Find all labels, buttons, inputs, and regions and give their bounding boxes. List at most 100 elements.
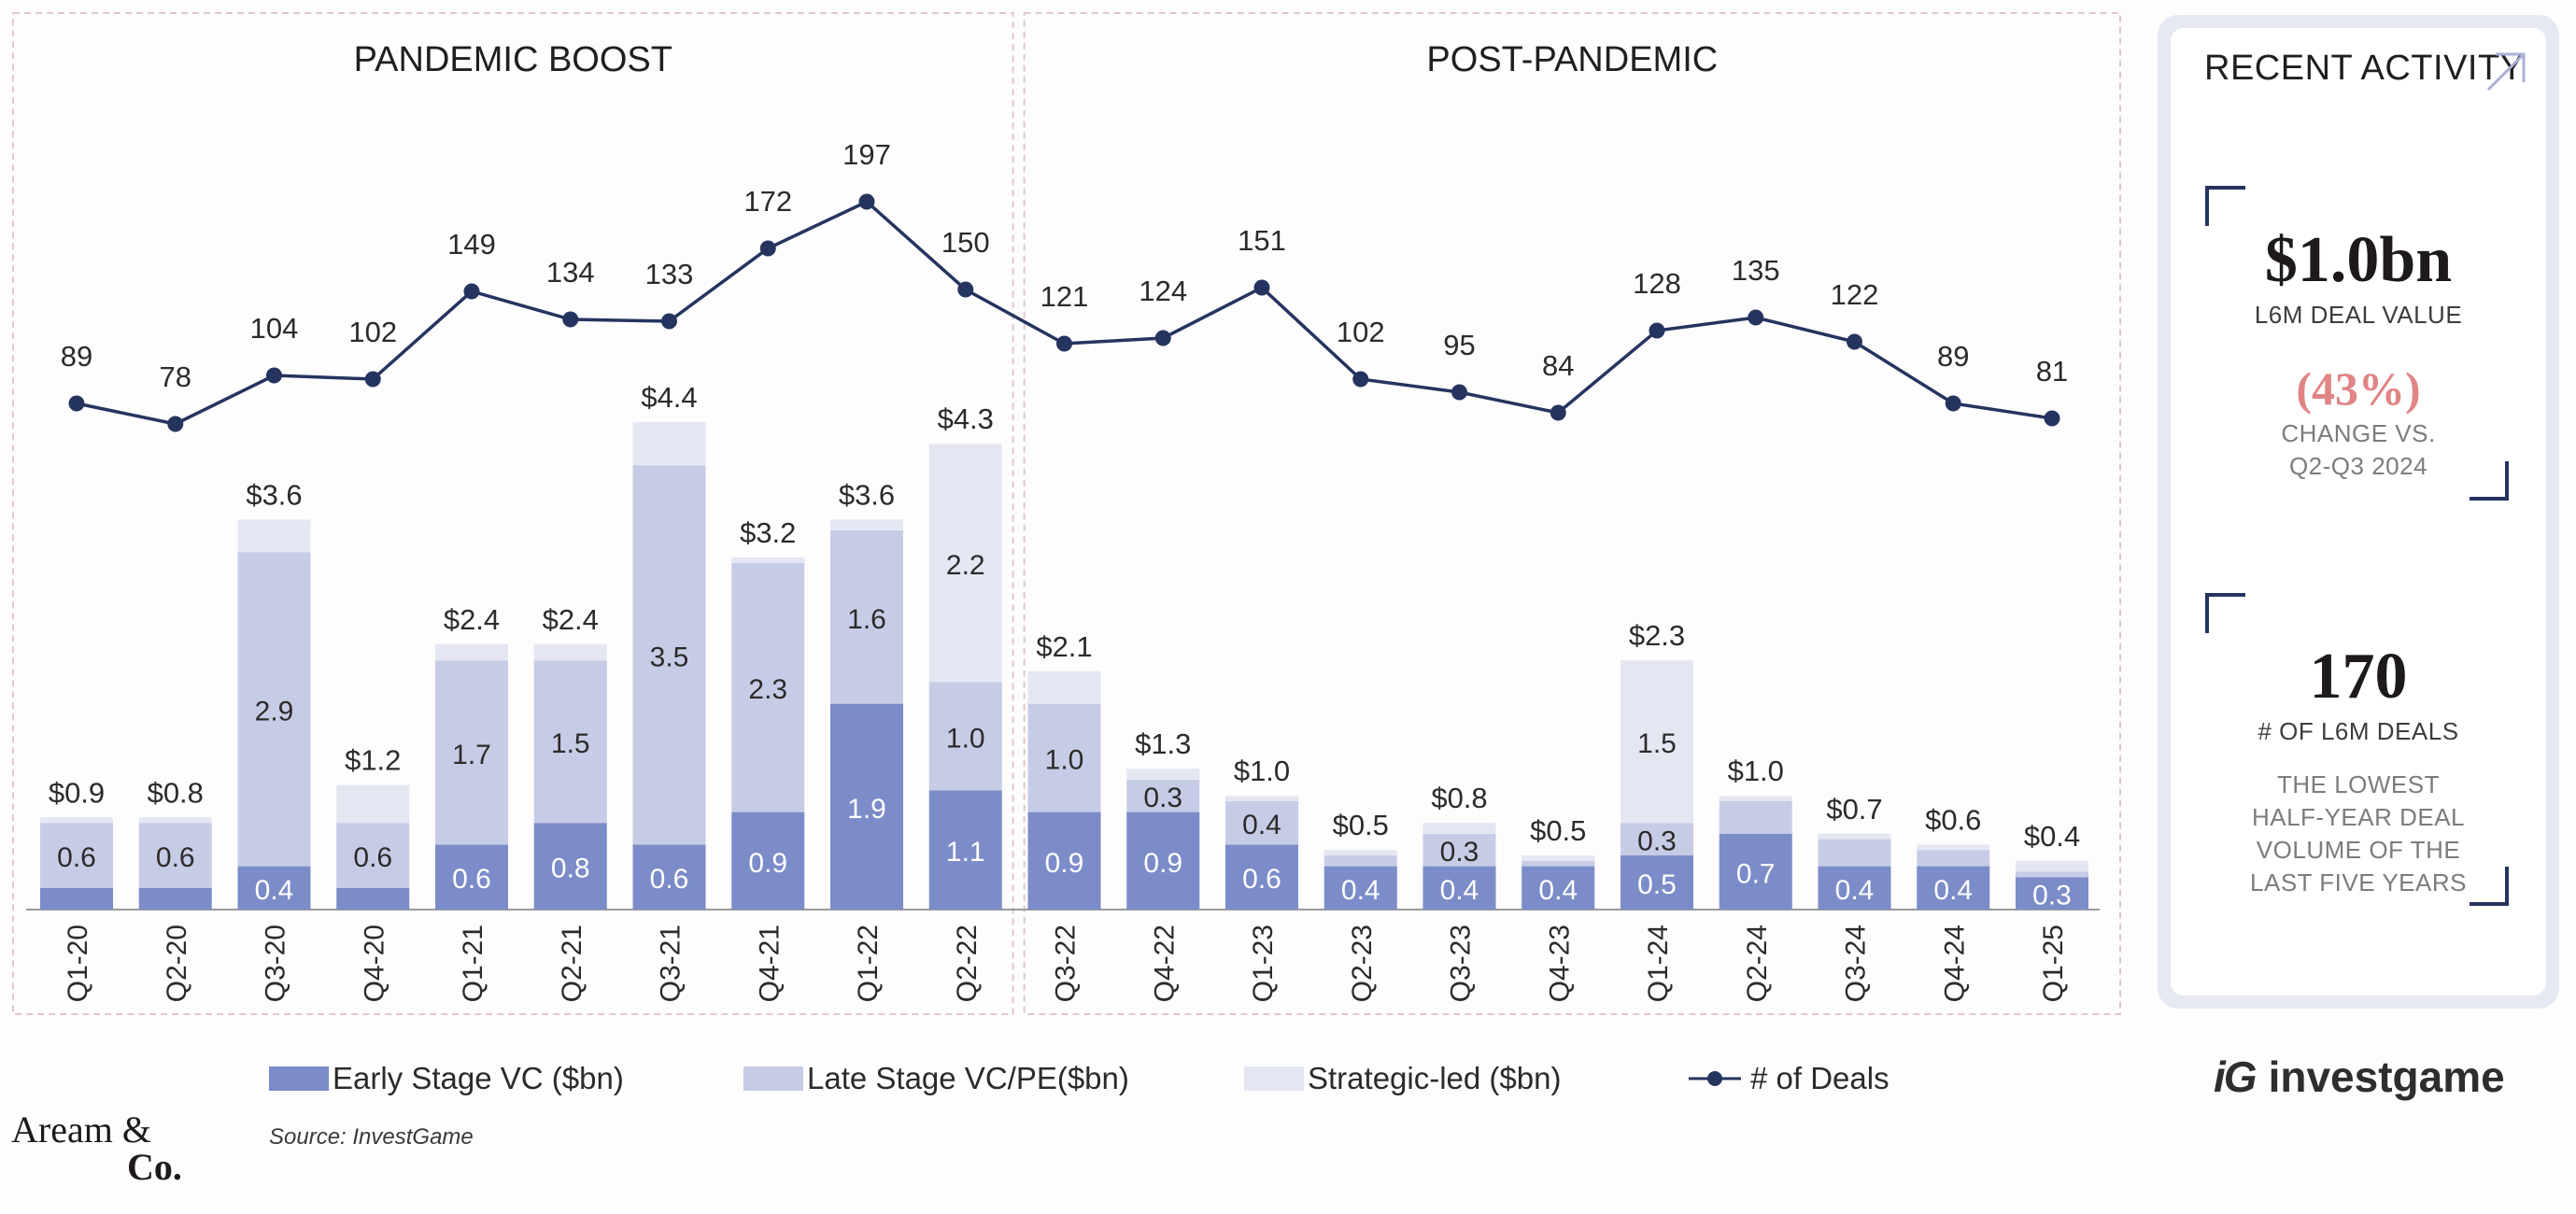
bar-segment-label: 0.6 [452, 864, 491, 895]
change-value: (43%) [2296, 362, 2421, 415]
bar-segment-label: 0.4 [1835, 875, 1875, 906]
deals-line-point [661, 313, 677, 330]
bar-segment-label: 1.9 [847, 794, 886, 825]
recent-activity-panel: RECENT ACTIVITY $1.0bn L6M DEAL VALUE (4… [2158, 15, 2559, 1009]
bar-segment-early-stage [138, 887, 212, 910]
bar-segment-early-stage [1621, 855, 1693, 910]
bar-segment-label: 0.4 [1538, 875, 1578, 906]
deals-line-point [364, 371, 381, 388]
legend-label-strategic: Strategic-led ($bn) [1308, 1061, 1562, 1095]
x-tick-label: Q2-20 [162, 925, 192, 1002]
deals-line-label: 121 [1040, 280, 1089, 313]
bar-segment-label: 0.6 [650, 864, 689, 895]
x-tick-label: Q3-23 [1446, 925, 1477, 1002]
bar-total-label: $0.8 [1431, 782, 1487, 814]
note-line4: LAST FIVE YEARS [2250, 868, 2467, 896]
deals-line-point [1056, 335, 1072, 352]
x-tick-label: Q1-20 [63, 925, 93, 1002]
section-box-post-pandemic [1023, 12, 2121, 1015]
bar-segment-early-stage [1027, 812, 1101, 910]
x-tick-label: Q3-21 [656, 925, 686, 1002]
deals-line-label: 95 [1443, 329, 1475, 361]
aream-logo: Aream & Co. [11, 1111, 182, 1186]
bar-segment-strategic [138, 817, 212, 824]
x-tick-label: Q1-25 [2038, 925, 2069, 1002]
deals-line-point [463, 283, 480, 300]
bar-segment-label: 0.9 [1143, 848, 1182, 879]
arrow-up-right-icon[interactable] [2483, 47, 2531, 95]
bar-segment-strategic [435, 643, 508, 661]
bar-segment-label: 0.3 [1637, 826, 1677, 857]
bar-segment-early-stage [1818, 866, 1891, 910]
corner-bracket-icon [2205, 186, 2245, 226]
bar-segment-late-stage [1126, 779, 1200, 812]
bar-segment-label: 1.0 [946, 723, 985, 754]
bar-segment-strategic [1027, 671, 1101, 704]
deals-line-point [2044, 410, 2060, 427]
bar-segment-early-stage [1126, 812, 1200, 910]
bar-segment-label: 0.9 [1045, 848, 1084, 879]
x-tick-label: Q3-24 [1841, 925, 1872, 1002]
bar-segment-early-stage [1917, 866, 1990, 910]
bar-segment-strategic [1126, 769, 1200, 780]
bar-segment-strategic [830, 519, 903, 530]
deals-count-block: 170 # OF L6M DEALS THE LOWEST HALF-YEAR … [2171, 644, 2546, 899]
change-label-line1: CHANGE VS. [2281, 419, 2436, 447]
aream-logo-line1: Aream & [11, 1108, 151, 1150]
deals-count: 170 [2309, 641, 2408, 713]
x-tick-label: Q2-21 [557, 925, 587, 1002]
bar-total-label: $2.1 [1036, 630, 1092, 663]
bar-segment-label: 0.8 [551, 854, 590, 884]
bar-segment-label: 0.6 [1242, 864, 1281, 895]
deals-line-label: 122 [1831, 278, 1879, 311]
bar-segment-strategic [1719, 796, 1792, 801]
x-tick-label: Q1-24 [1643, 925, 1674, 1002]
bar-segment-late-stage [40, 823, 113, 888]
x-tick-label: Q2-23 [1347, 925, 1378, 1002]
bar-segment-early-stage [237, 866, 311, 910]
bar-segment-late-stage [1027, 703, 1101, 812]
deals-line-label: 81 [2036, 355, 2068, 388]
deals-line-label: 89 [1937, 340, 1969, 373]
bar-segment-label: 1.0 [1045, 745, 1084, 776]
bar-total-label: $2.4 [444, 603, 500, 636]
bar-total-label: $0.4 [2024, 820, 2080, 853]
deals-line-label: 78 [160, 360, 191, 393]
bar-segment-late-stage [1522, 860, 1595, 867]
deals-line-label: 102 [1337, 316, 1385, 348]
recent-activity-card: RECENT ACTIVITY $1.0bn L6M DEAL VALUE (4… [2171, 28, 2546, 995]
bar-segment-early-stage [632, 844, 706, 910]
bar-total-label: $0.9 [49, 776, 105, 809]
bar-segment-label: 0.4 [1440, 875, 1479, 906]
bar-total-label: $3.2 [740, 516, 796, 549]
deal-value-block: $1.0bn L6M DEAL VALUE (43%) CHANGE VS. Q… [2171, 228, 2546, 483]
bar-segment-late-stage [1621, 823, 1693, 855]
deals-line-label: 102 [348, 316, 397, 348]
deals-line-point [1154, 330, 1171, 346]
bar-segment-label: 3.5 [650, 642, 689, 672]
section-title-pandemic: PANDEMIC BOOST [354, 40, 672, 79]
bar-segment-late-stage [336, 823, 410, 888]
bar-segment-label: 0.4 [255, 875, 294, 906]
bar-total-label: $0.7 [1826, 793, 1882, 826]
x-tick-label: Q4-22 [1149, 925, 1180, 1002]
panel-title: RECENT ACTIVITY [2204, 49, 2525, 88]
legend-label-late-stage: Late Stage VC/PE($bn) [807, 1061, 1129, 1095]
deals-line-point [858, 193, 875, 210]
bar-segment-strategic [336, 784, 410, 824]
deals-line-label: 124 [1139, 275, 1187, 307]
bar-total-label: $0.5 [1333, 809, 1389, 841]
bar-segment-late-stage [632, 465, 706, 845]
investgame-mark-icon: iG [2214, 1052, 2258, 1101]
bar-total-label: $0.5 [1530, 814, 1586, 847]
bar-segment-late-stage [1225, 801, 1298, 845]
legend-line-deals-icon [1689, 1071, 1741, 1086]
deals-line-label: 133 [645, 258, 694, 290]
legend-swatch-late-stage [743, 1066, 803, 1091]
bar-segment-label: 2.2 [946, 550, 985, 581]
bar-segment-label: 0.3 [2032, 881, 2072, 911]
deals-line-point [1847, 333, 1862, 350]
bar-segment-early-stage [1323, 866, 1397, 910]
deals-line-point [957, 281, 974, 298]
legend-label-early-stage: Early Stage VC ($bn) [333, 1061, 624, 1095]
